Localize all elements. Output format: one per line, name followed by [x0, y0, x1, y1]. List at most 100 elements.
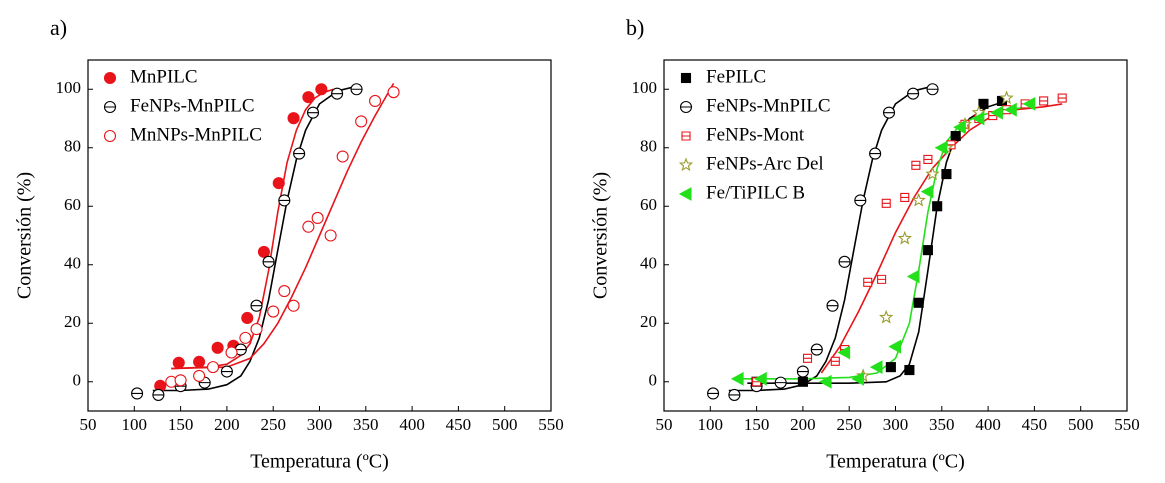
panel-label: a) [50, 15, 67, 40]
data-point [877, 274, 887, 284]
data-point [754, 371, 767, 386]
data-point [206, 361, 220, 374]
legend-label: FeNPs-MnPILC [706, 95, 831, 116]
y-tick-label: 0 [73, 371, 82, 390]
data-point [241, 311, 254, 325]
x-tick-label: 50 [656, 415, 673, 434]
data-point [131, 387, 144, 400]
data-point [387, 86, 400, 99]
x-tick-label: 550 [538, 415, 564, 434]
data-point [730, 371, 744, 386]
data-point [1004, 102, 1017, 117]
data-point [324, 229, 337, 242]
data-point [257, 245, 270, 258]
legend-label: MnNPs-MnPILC [130, 124, 262, 145]
legend-label: Fe/TiPILC B [706, 182, 805, 203]
data-point [287, 299, 300, 312]
x-tick-label: 400 [399, 415, 425, 434]
x-tick-label: 300 [883, 415, 909, 434]
x-tick-label: 200 [214, 415, 240, 434]
legend-label: MnPILC [130, 66, 198, 87]
data-point [302, 91, 315, 104]
data-point [911, 192, 926, 207]
data-point [250, 299, 263, 312]
y-tick-label: 80 [640, 137, 657, 156]
data-point [211, 341, 224, 354]
data-point [881, 198, 891, 208]
data-point [869, 147, 882, 160]
x-axis-label: Temperatura (ºC) [826, 451, 965, 473]
data-point [174, 374, 187, 387]
data-point [879, 309, 894, 324]
x-tick-label: 450 [1022, 415, 1048, 434]
x-tick-label: 50 [80, 415, 97, 434]
x-tick-label: 350 [353, 415, 379, 434]
data-point [152, 388, 165, 401]
x-tick-label: 200 [790, 415, 816, 434]
data-point [1057, 93, 1067, 103]
x-tick-label: 100 [122, 415, 148, 434]
panel-label: b) [626, 15, 644, 40]
data-point [302, 220, 315, 233]
x-tick-label: 400 [975, 415, 1001, 434]
legend-marker [103, 71, 117, 85]
data-point [934, 140, 948, 155]
y-tick-label: 60 [64, 195, 81, 214]
data-point [267, 305, 280, 318]
legend-marker [103, 101, 117, 113]
data-point [278, 285, 291, 298]
data-point [1039, 96, 1049, 106]
legend-label: FePILC [706, 66, 766, 87]
x-tick-label: 450 [446, 415, 472, 434]
data-point [830, 356, 840, 366]
x-axis-label: Temperatura (ºC) [250, 451, 389, 473]
x-tick-label: 500 [1068, 415, 1094, 434]
data-point [923, 154, 933, 164]
data-point [728, 388, 741, 401]
y-tick-label: 0 [649, 371, 658, 390]
data-point [925, 166, 940, 181]
y-tick-label: 80 [64, 137, 81, 156]
y-tick-label: 20 [64, 312, 81, 331]
data-point [234, 343, 247, 356]
x-tick-label: 250 [260, 415, 286, 434]
data-point [904, 364, 915, 376]
data-point [913, 297, 924, 308]
y-tick-label: 100 [56, 78, 82, 97]
x-tick-label: 250 [836, 415, 862, 434]
data-point [999, 90, 1014, 105]
data-point [350, 83, 363, 96]
fit-line [738, 106, 1030, 380]
y-tick-label: 40 [64, 254, 81, 273]
data-point [897, 230, 912, 245]
data-point [906, 269, 920, 284]
y-tick-label: 20 [640, 312, 657, 331]
data-point [978, 98, 989, 109]
y-tick-label: 40 [640, 254, 657, 273]
legend-marker [680, 72, 692, 84]
data-point [837, 345, 851, 360]
data-point [802, 353, 813, 363]
data-point [225, 346, 238, 359]
plot-frame [87, 59, 552, 412]
data-point [932, 201, 943, 212]
data-point [220, 365, 233, 378]
x-tick-label: 100 [698, 415, 724, 434]
y-axis-label: Conversión (%) [590, 172, 612, 299]
data-point [774, 376, 787, 389]
data-point [854, 194, 867, 207]
data-point [888, 339, 902, 354]
data-point [262, 255, 275, 268]
data-point [293, 147, 306, 160]
legend-label: FeNPs-MnPILC [130, 95, 255, 116]
data-point [882, 106, 896, 119]
data-point [818, 374, 832, 389]
y-tick-label: 60 [640, 195, 657, 214]
x-tick-label: 550 [1114, 415, 1140, 434]
data-point [278, 194, 291, 207]
x-tick-label: 150 [744, 415, 770, 434]
data-point [950, 131, 961, 142]
data-point [851, 371, 865, 386]
